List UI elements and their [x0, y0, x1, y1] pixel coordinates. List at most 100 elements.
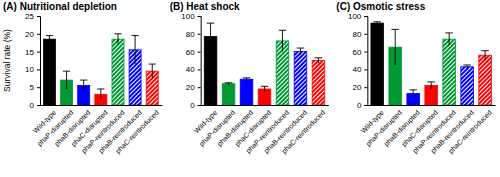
- y-tick: 20: [186, 83, 201, 92]
- x-tick-label: phaC-reintroduced: [447, 109, 494, 156]
- error-bar-stem: [66, 71, 67, 89]
- title: (B) Heat shock: [170, 1, 240, 12]
- y-tick-label: 0: [357, 101, 362, 110]
- error-bar-cap: [80, 80, 87, 81]
- y-tick-label: 20: [25, 30, 34, 39]
- panel: (C) Osmotic stress 0 20 40 60 80 100 Wild-typep…: [336, 1, 495, 156]
- y-tick-mark: [364, 16, 367, 17]
- y-tick-mark: [198, 16, 201, 17]
- y-tick-mark: [37, 87, 40, 88]
- x-tick: phaC-reintroduced: [114, 105, 161, 156]
- error-bar-cap: [315, 57, 323, 58]
- error-bar-stem: [49, 36, 50, 43]
- error-bar: [261, 86, 269, 91]
- y-tick-mark: [198, 69, 201, 70]
- y-tick-mark: [198, 52, 201, 53]
- y-tick-mark: [198, 34, 201, 35]
- x-tick: phaC-reintroduced: [447, 105, 494, 156]
- error-bar-stem: [485, 51, 486, 60]
- y-tick: 10: [25, 65, 40, 74]
- bar: [43, 39, 55, 105]
- y-tick-mark: [37, 52, 40, 53]
- error-bar: [243, 78, 251, 81]
- error-bar-cap: [46, 35, 53, 36]
- y-tick-mark: [364, 69, 367, 70]
- y-tick-label: 20: [352, 83, 361, 92]
- y-tick: 60: [352, 48, 367, 57]
- y-tick: 40: [352, 65, 367, 74]
- y-tick: 5: [30, 83, 40, 92]
- y-tick-label: 20: [186, 83, 195, 92]
- bar: [479, 55, 492, 105]
- error-bar-stem: [135, 36, 136, 64]
- panel: (A) Nutritional depletion 0 5 10 15 20 25 Survi…: [2, 1, 162, 156]
- error-bar-cap: [391, 29, 399, 30]
- y-tick-mark: [364, 105, 367, 106]
- error-bar-cap: [63, 71, 70, 72]
- y-axis: 0 20 40 60 80 100: [348, 12, 368, 110]
- error-bar: [97, 89, 104, 100]
- error-bar-stem: [467, 65, 468, 69]
- y-tick: 40: [186, 65, 201, 74]
- error-bar-cap: [225, 82, 233, 83]
- error-bar-stem: [431, 82, 432, 89]
- error-bar-stem: [83, 80, 84, 91]
- x-axis-line: [41, 105, 163, 106]
- y-tick: 80: [352, 30, 367, 39]
- x-axis-line: [201, 105, 329, 106]
- y-tick: 15: [25, 48, 40, 57]
- error-bar: [149, 64, 156, 78]
- y-tick-mark: [364, 52, 367, 53]
- x-tick-label: phaC-reintroduced: [280, 109, 327, 156]
- error-bar-stem: [395, 29, 396, 65]
- bar: [112, 39, 124, 105]
- y-tick-label: 40: [186, 65, 195, 74]
- bar: [294, 52, 307, 105]
- error-bar: [132, 36, 139, 64]
- x-tick: phaC-reintroduced: [280, 105, 327, 156]
- error-bar-stem: [152, 64, 153, 78]
- y-tick-mark: [37, 34, 40, 35]
- marks: [43, 34, 158, 105]
- x-axis: Wild-typephaP-disruptedphaB-disruptedpha…: [359, 105, 495, 156]
- y-axis-line: [37, 17, 41, 106]
- error-bar: [63, 71, 70, 89]
- y-tick-label: 60: [352, 48, 361, 57]
- bar: [461, 67, 474, 105]
- y-tick-label: 40: [352, 65, 361, 74]
- error-bar: [297, 48, 305, 55]
- error-bar-cap: [149, 64, 156, 65]
- x-axis: Wild-typephaP-disruptedphaB-disruptedpha…: [32, 105, 163, 156]
- title: (A) Nutritional depletion: [3, 1, 117, 12]
- error-bar: [445, 33, 453, 45]
- error-bar-stem: [117, 34, 118, 45]
- error-bar: [279, 30, 287, 51]
- error-bar: [315, 58, 323, 63]
- y-tick: 0: [30, 101, 40, 110]
- error-bar-cap: [409, 89, 417, 90]
- y-tick: 100: [348, 12, 367, 21]
- y-tick-mark: [198, 105, 201, 106]
- error-bar-stem: [210, 23, 211, 50]
- x-tick-label: phaC-reintroduced: [114, 109, 161, 156]
- error-bar: [46, 36, 53, 43]
- error-bar: [427, 82, 435, 89]
- error-bar-cap: [114, 33, 121, 34]
- y-tick: 20: [25, 30, 40, 39]
- title: (C) Osmotic stress: [336, 1, 425, 12]
- y-tick: 60: [186, 48, 201, 57]
- y-tick-mark: [364, 34, 367, 35]
- y-tick-label: 100: [348, 12, 362, 21]
- y-axis-label: Survival rate (%): [2, 29, 12, 92]
- error-bar-cap: [463, 64, 471, 65]
- bar: [240, 79, 253, 105]
- y-tick: 25: [25, 12, 40, 21]
- error-bar: [391, 29, 399, 65]
- y-tick-label: 100: [181, 12, 195, 21]
- y-tick-mark: [37, 69, 40, 70]
- error-bar-cap: [297, 48, 305, 49]
- error-bar-stem: [100, 89, 101, 100]
- error-bar: [207, 23, 215, 50]
- y-tick-label: 10: [25, 65, 34, 74]
- y-tick-label: 80: [186, 30, 195, 39]
